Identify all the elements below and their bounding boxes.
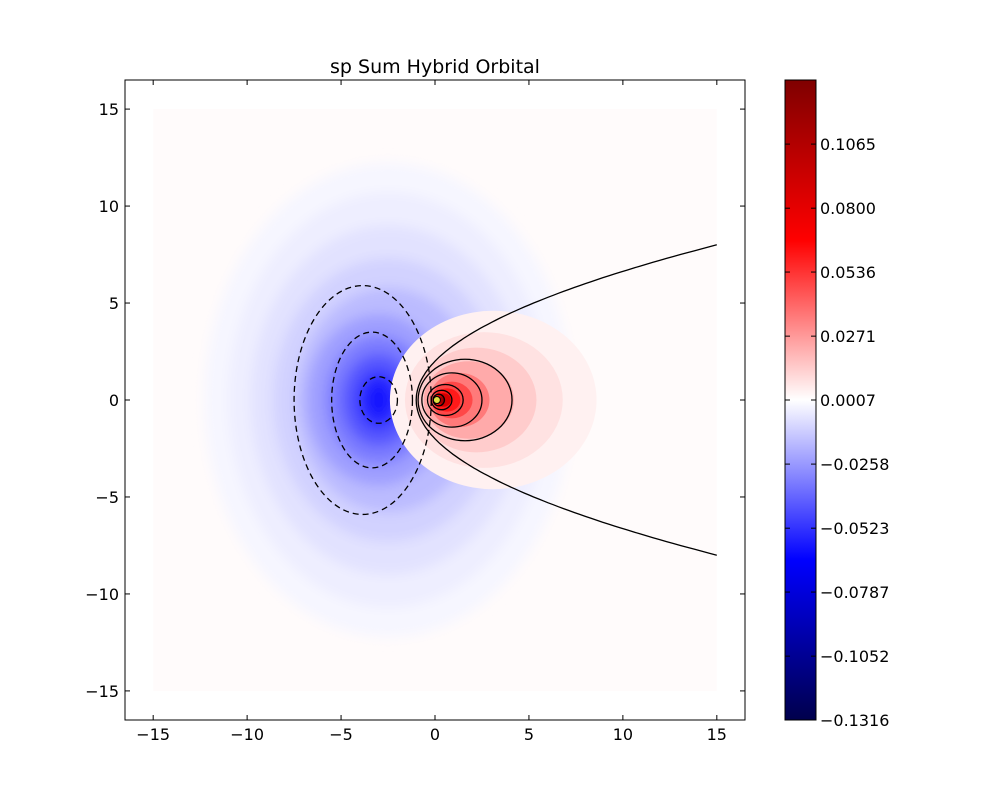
colorbar-tick-label: 0.0007 (820, 391, 876, 410)
positive-lobe (389, 310, 597, 490)
x-tick-label: −15 (136, 725, 170, 744)
colorbar-ticks: −0.1316 −0.1052 −0.0787 −0.0523 −0.0258 0.000… (785, 135, 889, 730)
colorbar-tick-label: −0.1316 (820, 711, 889, 730)
colorbar: −0.1316 −0.1052 −0.0787 −0.0523 −0.0258 0.000… (784, 79, 889, 730)
x-tick-label: −10 (230, 725, 264, 744)
colorbar-tick-label: 0.1065 (820, 135, 876, 154)
colorbar-tick-label: 0.0536 (820, 263, 876, 282)
chart-title: sp Sum Hybrid Orbital (330, 56, 540, 78)
y-tick-label: 5 (109, 294, 119, 313)
x-tick-label: 5 (524, 725, 534, 744)
y-axis: −15 −10 −5 0 5 10 15 (85, 100, 745, 701)
colorbar-tick-label: 0.0271 (820, 327, 876, 346)
positive-contour (426, 383, 464, 417)
negative-contour (331, 331, 414, 469)
y-tick-label: −5 (95, 488, 119, 507)
x-tick-label: 0 (430, 725, 440, 744)
colorbar-tick-label: −0.1052 (820, 647, 889, 666)
plot-area (125, 80, 745, 720)
y-tick-label: −15 (85, 682, 119, 701)
x-tick-label: 15 (707, 725, 727, 744)
nucleus-marker (432, 396, 441, 404)
y-tick-label: 0 (109, 391, 119, 410)
negative-contour (359, 376, 399, 424)
x-tick-label: 10 (613, 725, 633, 744)
x-axis: −15 −10 −5 0 5 10 15 (136, 80, 727, 744)
positive-contour (421, 372, 483, 428)
y-tick-label: 10 (99, 197, 119, 216)
colorbar-gradient (784, 79, 817, 721)
nodal-contour (415, 244, 717, 556)
colorbar-tick-label: −0.0787 (820, 583, 889, 602)
positive-contour (430, 389, 453, 411)
colorbar-tick-label: −0.0523 (820, 519, 889, 538)
y-tick-label: −10 (85, 585, 119, 604)
y-tick-label: 15 (99, 100, 119, 119)
colorbar-tick-label: 0.0800 (820, 199, 876, 218)
positive-contour (417, 358, 513, 442)
colorbar-tick-label: −0.0258 (820, 455, 889, 474)
negative-band (365, 381, 392, 419)
x-tick-label: −5 (329, 725, 353, 744)
contour-lines (293, 244, 717, 556)
